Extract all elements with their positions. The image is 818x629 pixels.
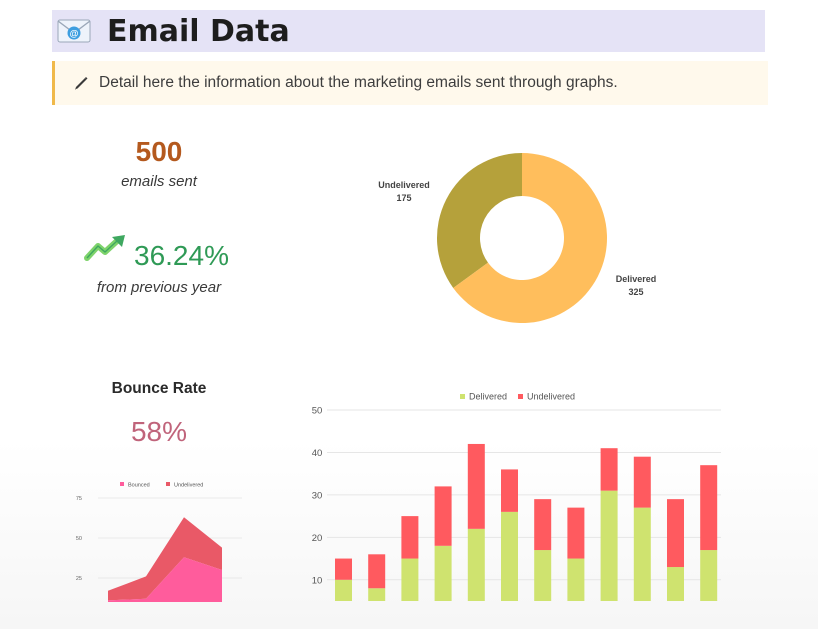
bar-delivered bbox=[700, 550, 718, 601]
svg-text:@: @ bbox=[70, 29, 79, 39]
bar-delivered bbox=[501, 511, 518, 601]
bar-undelivered bbox=[534, 499, 552, 551]
legend-swatch-undelivered bbox=[518, 394, 523, 399]
bar-undelivered bbox=[667, 499, 684, 568]
bar-undelivered bbox=[401, 516, 419, 559]
bar-delivered bbox=[434, 545, 452, 601]
bar-delivered bbox=[667, 567, 684, 601]
bar-delivered bbox=[335, 579, 352, 601]
bar-undelivered bbox=[467, 443, 485, 529]
donut-value-undelivered: 175 bbox=[396, 193, 411, 203]
y-tick-label: 10 bbox=[312, 575, 323, 586]
stacked-bar-chart: Delivered Undelivered 10 20 30 40 50 bbox=[312, 392, 721, 601]
legend-label-bounced: Bounced bbox=[128, 483, 150, 489]
bar-delivered bbox=[567, 558, 585, 601]
trend-up-icon bbox=[84, 235, 125, 261]
donut-value-delivered: 325 bbox=[628, 287, 643, 297]
pen-icon bbox=[75, 77, 88, 90]
legend-swatch-delivered bbox=[460, 394, 465, 399]
bar-undelivered bbox=[335, 558, 352, 580]
bar-undelivered bbox=[600, 448, 618, 491]
donut-label-delivered: Delivered bbox=[616, 274, 657, 284]
y-tick-label: 50 bbox=[76, 536, 82, 542]
growth-value: 36.24% bbox=[134, 240, 229, 271]
y-tick-label: 30 bbox=[312, 490, 323, 501]
bar-undelivered bbox=[501, 469, 518, 512]
growth-label: from previous year bbox=[96, 279, 222, 296]
bar-delivered bbox=[633, 507, 651, 601]
bar-undelivered bbox=[368, 554, 386, 589]
y-tick-label: 25 bbox=[76, 576, 82, 582]
bar-delivered bbox=[534, 550, 552, 601]
bar-delivered bbox=[467, 528, 485, 601]
bar-delivered bbox=[600, 490, 618, 601]
y-tick-label: 40 bbox=[312, 448, 323, 459]
area-undelivered bbox=[108, 517, 222, 601]
callout-text: Detail here the information about the ma… bbox=[99, 74, 618, 91]
y-tick-label: 75 bbox=[76, 496, 82, 502]
legend-swatch-bounced bbox=[120, 482, 124, 486]
bounce-area-chart: Bounced Undelivered 25 50 75 bbox=[76, 482, 242, 602]
donut-chart: Undelivered 175 Delivered 325 bbox=[378, 153, 657, 323]
legend-swatch-undelivered bbox=[166, 482, 170, 486]
info-callout: Detail here the information about the ma… bbox=[52, 61, 768, 105]
bar-undelivered bbox=[700, 465, 718, 551]
page-title: Email Data bbox=[107, 13, 290, 49]
bar-undelivered bbox=[567, 507, 585, 559]
bar-undelivered bbox=[434, 486, 452, 546]
bar-undelivered bbox=[633, 456, 651, 508]
emails-sent-value: 500 bbox=[135, 136, 183, 167]
legend-label-undelivered: Undelivered bbox=[527, 392, 575, 402]
donut-slice-undelivered bbox=[437, 153, 522, 288]
donut-slice-delivered bbox=[453, 153, 607, 323]
bar-delivered bbox=[368, 588, 386, 601]
emails-sent-label: emails sent bbox=[121, 173, 197, 190]
bounce-rate-title: Bounce Rate bbox=[111, 380, 207, 397]
legend-label-undelivered: Undelivered bbox=[174, 483, 203, 489]
y-tick-label: 50 bbox=[312, 406, 323, 417]
email-icon: @ bbox=[57, 19, 91, 43]
donut-label-undelivered: Undelivered bbox=[378, 180, 430, 190]
page-header: @ Email Data bbox=[52, 10, 765, 52]
y-tick-label: 20 bbox=[312, 533, 323, 544]
area-bounced bbox=[108, 557, 222, 602]
bounce-rate-value: 58% bbox=[130, 416, 188, 447]
legend-label-delivered: Delivered bbox=[469, 392, 507, 402]
bar-delivered bbox=[401, 558, 419, 601]
